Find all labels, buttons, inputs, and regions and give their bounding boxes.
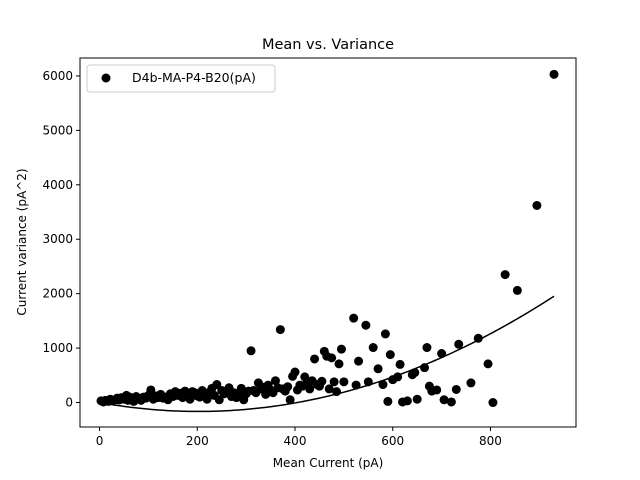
data-point xyxy=(327,353,337,363)
data-point xyxy=(290,367,300,377)
data-point xyxy=(285,395,295,405)
legend: D4b-MA-P4-B20(pA) xyxy=(86,64,276,93)
data-point xyxy=(305,384,315,394)
x-tick-label: 0 xyxy=(96,434,104,448)
data-point xyxy=(310,354,320,364)
data-point xyxy=(334,359,344,369)
x-tick-label: 400 xyxy=(284,434,307,448)
x-axis-title: Mean Current (pA) xyxy=(273,456,384,470)
fit-curve xyxy=(99,295,555,413)
data-point xyxy=(275,325,285,335)
y-tick-label: 4000 xyxy=(42,178,73,192)
data-point xyxy=(412,394,422,404)
y-tick-label: 3000 xyxy=(42,232,73,246)
data-point xyxy=(351,380,361,390)
x-tick-label: 800 xyxy=(479,434,502,448)
y-tick-label: 0 xyxy=(65,396,73,410)
data-point xyxy=(383,396,393,406)
data-point xyxy=(488,398,498,408)
y-axis-title: Current variance (pA^2) xyxy=(15,168,29,315)
data-point xyxy=(349,313,359,323)
data-point xyxy=(395,359,405,369)
data-point xyxy=(385,350,395,360)
chart-title: Mean vs. Variance xyxy=(262,37,394,53)
legend-label: D4b-MA-P4-B20(pA) xyxy=(132,70,256,85)
data-point xyxy=(512,285,522,295)
y-tick-label: 5000 xyxy=(42,123,73,137)
data-point xyxy=(270,376,280,386)
data-point xyxy=(361,320,371,330)
data-point xyxy=(373,364,383,374)
data-point xyxy=(446,397,456,407)
data-point xyxy=(549,69,559,79)
y-axis-ticks: 0 1000 2000 3000 4000 5000 6000 xyxy=(42,69,80,410)
data-points-group xyxy=(96,69,559,408)
data-point xyxy=(439,395,449,405)
y-tick-label: 2000 xyxy=(42,287,73,301)
data-point xyxy=(185,394,195,404)
data-point xyxy=(354,356,364,366)
y-tick-label: 6000 xyxy=(42,69,73,83)
data-point xyxy=(283,382,293,392)
data-point xyxy=(324,384,334,394)
data-point xyxy=(317,376,327,386)
data-point xyxy=(451,384,461,394)
data-point xyxy=(212,380,222,390)
data-point xyxy=(336,344,346,354)
data-point xyxy=(483,359,493,369)
legend-box xyxy=(86,64,276,93)
data-point xyxy=(246,346,256,356)
data-point xyxy=(432,385,442,395)
data-point xyxy=(202,394,212,404)
data-point xyxy=(380,329,390,339)
data-point xyxy=(146,385,156,395)
plot-frame xyxy=(79,57,577,428)
data-point xyxy=(378,380,388,390)
y-tick-label: 1000 xyxy=(42,341,73,355)
data-point xyxy=(329,377,339,387)
data-point xyxy=(500,270,510,280)
data-point xyxy=(466,378,476,388)
x-tick-label: 200 xyxy=(186,434,209,448)
x-axis-ticks: 0 200 400 600 800 xyxy=(96,427,502,448)
data-point xyxy=(532,200,542,210)
data-point xyxy=(422,343,432,353)
data-point xyxy=(214,395,224,405)
data-point xyxy=(368,343,378,353)
legend-marker xyxy=(101,73,111,83)
data-point xyxy=(454,339,464,349)
x-tick-label: 600 xyxy=(381,434,404,448)
data-point xyxy=(402,396,412,406)
data-point xyxy=(339,377,349,387)
